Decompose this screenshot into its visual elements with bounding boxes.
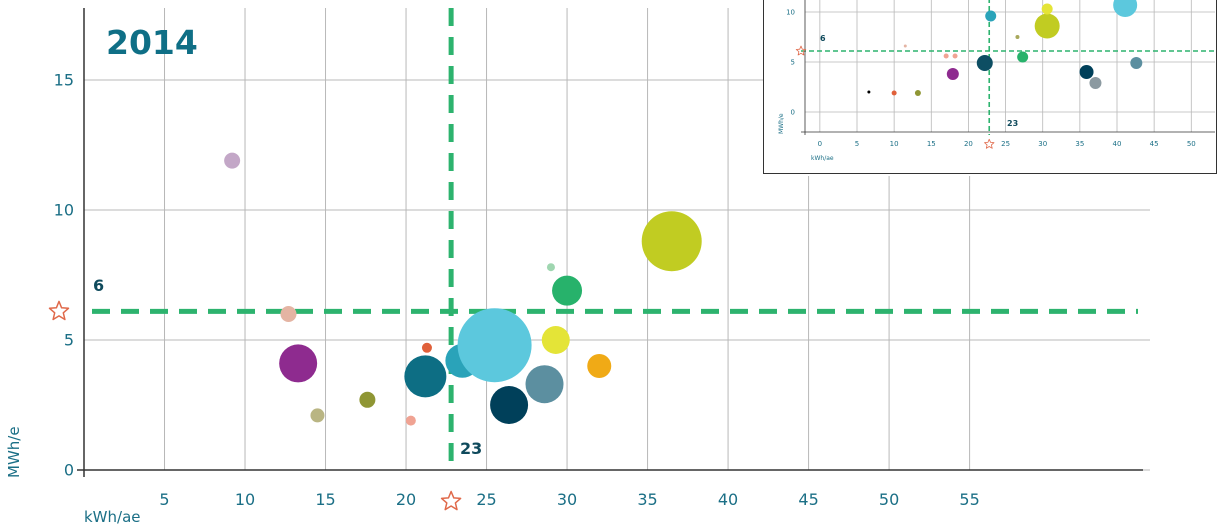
x-tick-label: 55 <box>959 490 979 509</box>
bubble-point <box>641 211 702 272</box>
y-tick-label: 10 <box>786 8 795 16</box>
bubble-point <box>552 275 583 306</box>
x-tick-label: 5 <box>855 140 859 148</box>
bubble-point <box>867 90 871 94</box>
inset-bubbles <box>867 0 1143 96</box>
y-ref-star-icon <box>48 300 70 321</box>
bubble-point <box>421 342 432 353</box>
bubble-point <box>587 354 612 378</box>
y-axis-title: MWh/e <box>5 426 23 478</box>
x-tick-label: 10 <box>890 140 899 148</box>
ref-x-label: 23 <box>460 439 482 458</box>
x-tick-label: 25 <box>476 490 496 509</box>
x-tick-label: 10 <box>235 490 255 509</box>
bubble-point <box>985 10 997 22</box>
bubble-point <box>1130 57 1143 69</box>
y-tick-label: 10 <box>54 201 74 220</box>
bubble-point <box>976 55 993 71</box>
y-ref-star-icon <box>795 45 807 56</box>
main-x-ticks: 5 10 15 20 25 30 35 40 45 50 55 <box>159 490 979 509</box>
bubble-point <box>903 44 907 48</box>
inset-axes <box>801 0 1215 135</box>
main-y-ticks: 0 5 10 15 <box>54 71 74 480</box>
bubble-point <box>1041 3 1053 15</box>
bubble-point <box>405 415 416 426</box>
x-tick-label: 35 <box>1075 140 1084 148</box>
inset-y-ticks: 0 5 10 <box>786 8 795 116</box>
bubble-point <box>280 306 297 322</box>
main-axes <box>77 8 1143 477</box>
y-tick-label: 0 <box>791 108 795 116</box>
x-ref-star-icon <box>984 138 995 149</box>
bubble-point <box>404 355 447 398</box>
bubble-point <box>1034 13 1060 39</box>
x-tick-label: 20 <box>964 140 973 148</box>
inset-star-markers <box>795 45 995 149</box>
bubble-point <box>1015 35 1020 39</box>
inset-bubble-chart: 0 5 10 15 20 25 30 35 40 45 50 0 5 10 6 23 kWh/ae MW… <box>763 0 1217 176</box>
x-tick-label: 45 <box>1150 140 1159 148</box>
x-tick-label: 0 <box>818 140 822 148</box>
bubble-point <box>541 326 570 354</box>
x-tick-label: 15 <box>927 140 936 148</box>
x-tick-label: 30 <box>557 490 577 509</box>
bubble-point <box>279 344 318 383</box>
bubble-point <box>359 391 376 408</box>
ref-y-label: 6 <box>93 276 104 295</box>
x-tick-label: 50 <box>879 490 899 509</box>
main-bubbles <box>224 152 702 426</box>
bubble-point <box>946 68 959 80</box>
bubble-point <box>1079 65 1094 79</box>
inset-grid <box>805 0 1215 132</box>
bubble-point <box>490 386 529 424</box>
bubble-point <box>1089 77 1102 89</box>
inset-x-axis-title: kWh/ae <box>811 155 834 162</box>
inset-x-ticks: 0 5 10 15 20 25 30 35 40 45 50 <box>818 140 1196 148</box>
inset-y-axis-title: MWh/e <box>778 113 785 134</box>
bubble-point <box>310 408 325 423</box>
bubble-point <box>525 365 564 404</box>
x-ref-star-icon <box>440 490 462 511</box>
x-tick-label: 40 <box>1113 140 1122 148</box>
y-tick-label: 5 <box>64 331 74 350</box>
bubble-point <box>224 152 241 169</box>
bubble-point <box>952 53 958 59</box>
bubble-point <box>1017 51 1029 63</box>
y-tick-label: 5 <box>791 58 795 66</box>
bubble-point <box>891 90 897 96</box>
x-tick-label: 5 <box>159 490 169 509</box>
bubble-point <box>1113 0 1138 17</box>
x-tick-label: 20 <box>396 490 416 509</box>
y-tick-label: 0 <box>64 461 74 480</box>
bubble-point <box>546 263 555 272</box>
x-axis-title: kWh/ae <box>84 508 141 526</box>
chart-title: 2014 <box>106 23 198 62</box>
x-tick-label: 45 <box>798 490 818 509</box>
inset-ref-y-label: 6 <box>820 34 826 43</box>
x-tick-label: 30 <box>1038 140 1047 148</box>
bubble-point <box>914 90 921 96</box>
x-tick-label: 40 <box>718 490 738 509</box>
inset-ref-x-label: 23 <box>1007 119 1018 128</box>
main-reference-lines <box>92 8 1138 470</box>
bubble-point <box>943 53 949 59</box>
x-tick-label: 50 <box>1187 140 1196 148</box>
y-tick-label: 15 <box>54 71 74 90</box>
x-tick-label: 25 <box>1001 140 1010 148</box>
x-tick-label: 35 <box>637 490 657 509</box>
x-tick-label: 15 <box>315 490 335 509</box>
main-star-markers <box>48 300 462 511</box>
bubble-point <box>457 308 532 383</box>
